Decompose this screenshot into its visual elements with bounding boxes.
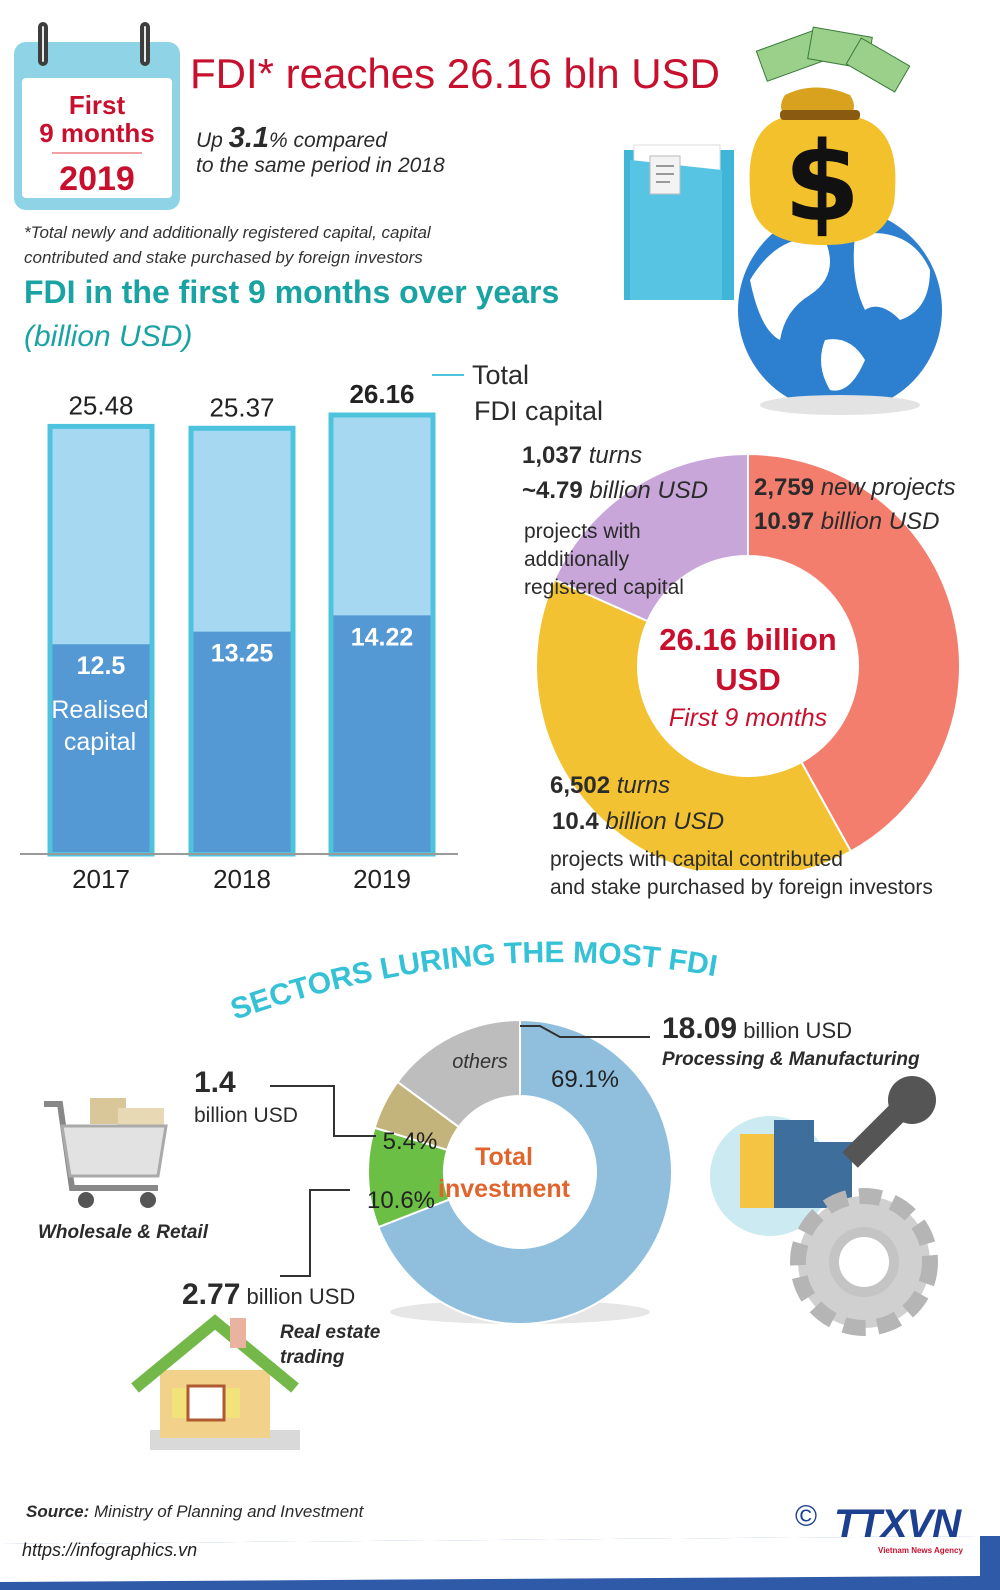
x-tick-label: 2017 <box>72 864 130 894</box>
leader-line-wholesale <box>270 1085 376 1137</box>
calendar-line2: 9 months <box>39 118 155 148</box>
section-unit: (billion USD) <box>24 320 193 353</box>
bar-realised-2017 <box>52 644 150 852</box>
calendar-page <box>22 78 172 198</box>
growth-value: 3.1 <box>228 122 270 154</box>
contributed-desc: projects with capital contributed and sta… <box>550 848 933 899</box>
factory-gear-icon <box>710 1076 938 1336</box>
wholesale-amount: 1.4 <box>194 1066 236 1099</box>
house-icon <box>131 1314 300 1450</box>
new-projects-count: 2,759 new projects <box>754 474 956 501</box>
slice-contributed-capital <box>535 578 853 870</box>
bar-realised-value-label: 14.22 <box>351 623 414 651</box>
leader-line-real-estate <box>280 1189 350 1277</box>
slice-manufacturing <box>377 1018 673 1325</box>
bar-realised-value-label: 12.5 <box>77 652 126 680</box>
sectors-donut: Total investment 69.1% 10.6% 5.4% others <box>44 1018 938 1450</box>
money-bag-icon: $ <box>749 26 911 246</box>
shopping-cart-icon <box>44 1098 168 1208</box>
source-note: Source: Ministry of Planning and Investm… <box>26 1502 364 1521</box>
real-estate-amount: 2.77 billion USD <box>182 1278 356 1311</box>
bar-total-value-label: 25.48 <box>68 390 133 420</box>
contributed-amount: 10.4 billion USD <box>552 808 725 835</box>
fdi-breakdown-donut: 26.16 billion USD First 9 months <box>535 452 962 870</box>
additional-desc: projects with additionally registered capi… <box>524 520 684 599</box>
bar-realised-2018 <box>193 631 291 852</box>
page-title: FDI* reaches 26.16 bln USD <box>190 50 720 97</box>
calendar-year: 2019 <box>59 160 135 198</box>
bar-total-value-label: 26.16 <box>349 379 414 409</box>
growth-line2: to the same period in 2018 <box>196 154 445 177</box>
total-fdi-label: FDI capital <box>474 396 604 426</box>
slice-others <box>396 1018 521 1129</box>
slice-label-others: others <box>452 1051 508 1073</box>
footnote: *Total newly and additionally registered… <box>24 223 431 267</box>
total-callout-line <box>432 374 464 376</box>
slice-label-manufacturing: 69.1% <box>551 1066 619 1093</box>
donut-center-value: 26.16 billion <box>659 622 836 657</box>
slice-additional-capital <box>553 452 749 623</box>
x-tick-label: 2019 <box>353 864 411 894</box>
donut-center-unit: USD <box>715 662 780 697</box>
fdi-bar-chart: 25.48 12.5 2017 25.37 13.25 2018 26.16 14.22 201… <box>20 379 458 894</box>
slice-label-real-estate: 10.6% <box>367 1187 435 1214</box>
wholesale-name: Wholesale & Retail <box>38 1222 208 1243</box>
donut2-center-line1: Total <box>475 1143 533 1171</box>
folder-icon <box>624 144 734 300</box>
new-projects-amount: 10.97 billion USD <box>754 508 940 535</box>
logo-subtitle: Vietnam News Agency <box>878 1546 963 1555</box>
section-title: FDI in the first 9 months over years <box>24 274 560 310</box>
leader-line-manufacturing <box>520 1025 650 1038</box>
ttxvn-logo: TTXVN <box>834 1502 961 1546</box>
calendar-ring-icon <box>140 22 150 66</box>
footer-url-link[interactable]: https://infographics.vn <box>22 1540 198 1560</box>
growth-line1: Up 3.1% compared <box>196 122 387 154</box>
globe-icon <box>738 208 942 415</box>
total-fdi-label: Total <box>472 360 530 390</box>
bar-total-value-label: 25.37 <box>209 392 274 422</box>
wholesale-unit: billion USD <box>194 1104 298 1127</box>
realised-capital-label: Realised <box>51 696 148 724</box>
money-globe-illustration: $ <box>624 26 942 415</box>
donut-center-period: First 9 months <box>669 704 827 732</box>
svg-text:$: $ <box>784 118 861 246</box>
contributed-turns: 6,502 turns <box>550 772 671 799</box>
sectors-title: SECTORS LURING THE MOST FDI <box>226 940 719 1027</box>
manufacturing-amount: 18.09 billion USD <box>662 1012 853 1045</box>
realised-capital-label: capital <box>64 728 136 756</box>
copyright-icon: © <box>795 1500 818 1533</box>
footer-bar <box>0 1536 1000 1590</box>
slice-label-wholesale: 5.4% <box>383 1128 438 1155</box>
bar-realised-value-label: 13.25 <box>211 640 274 668</box>
calendar-line1: First <box>68 90 126 120</box>
additional-amount: ~4.79 billion USD <box>522 477 709 504</box>
real-estate-name: Real estate trading <box>280 1322 381 1368</box>
calendar-divider <box>52 152 142 154</box>
donut2-center-line2: investment <box>438 1175 571 1203</box>
calendar-ring-icon <box>38 22 48 66</box>
bar-realised-2019 <box>333 615 431 852</box>
slice-new-projects <box>747 452 962 853</box>
additional-turns: 1,037 turns <box>522 442 643 469</box>
manufacturing-name: Processing & Manufacturing <box>662 1049 920 1070</box>
x-tick-label: 2018 <box>213 864 271 894</box>
